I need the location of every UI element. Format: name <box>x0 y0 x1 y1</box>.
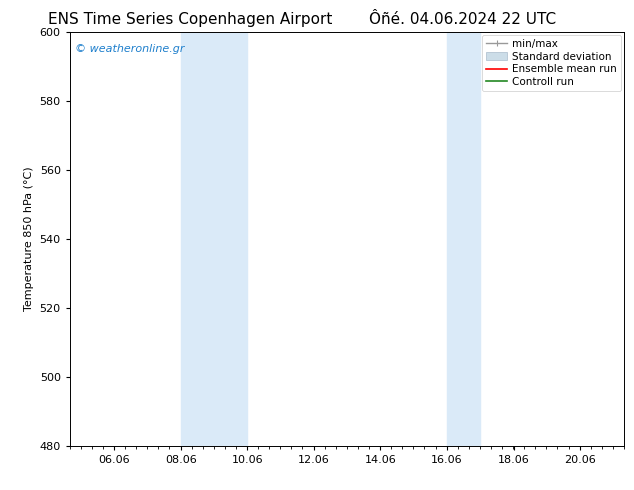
Bar <box>447 32 480 446</box>
Text: ENS Time Series Copenhagen Airport: ENS Time Series Copenhagen Airport <box>48 12 332 27</box>
Legend: min/max, Standard deviation, Ensemble mean run, Controll run: min/max, Standard deviation, Ensemble me… <box>482 35 621 91</box>
Text: © weatheronline.gr: © weatheronline.gr <box>75 44 184 54</box>
Y-axis label: Temperature 850 hPa (°C): Temperature 850 hPa (°C) <box>24 167 34 311</box>
Text: Ôñé. 04.06.2024 22 UTC: Ôñé. 04.06.2024 22 UTC <box>369 12 557 27</box>
Bar <box>181 32 247 446</box>
